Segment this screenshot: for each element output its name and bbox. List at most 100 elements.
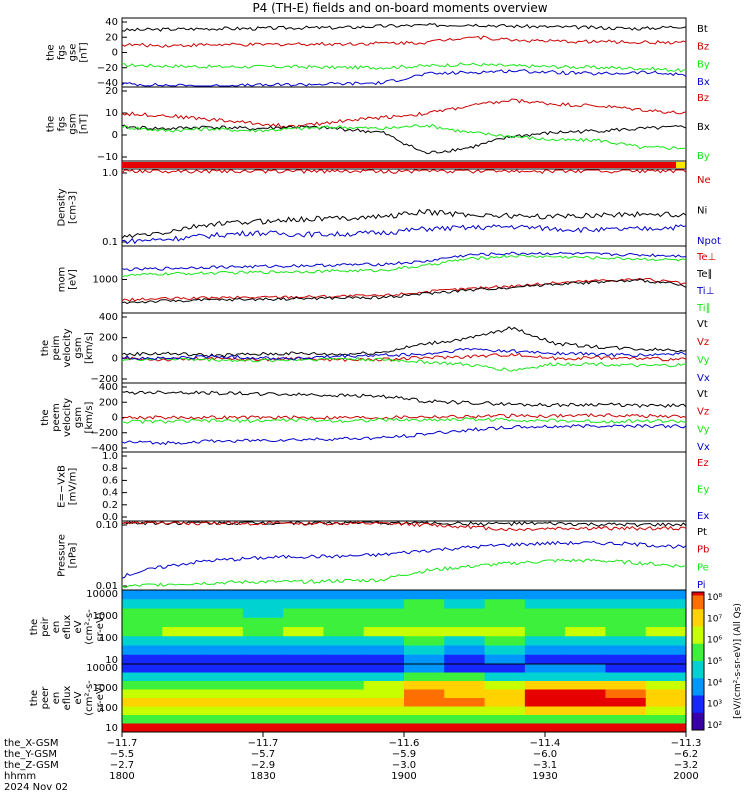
y-tick-label: 100 bbox=[99, 703, 118, 714]
colorbar-band bbox=[692, 616, 704, 621]
legend-label: Vt bbox=[697, 319, 708, 330]
heatmap-cell bbox=[645, 590, 687, 600]
series-line bbox=[121, 98, 687, 130]
y-axis-label-line: fgs bbox=[57, 45, 68, 60]
heatmap-cell bbox=[162, 698, 204, 707]
colorbar-band bbox=[692, 695, 704, 700]
colorbar-tick: 10⁵ bbox=[707, 657, 722, 667]
heatmap-cell bbox=[645, 698, 687, 707]
heatmap-cell bbox=[645, 689, 687, 699]
heatmap-cell bbox=[444, 698, 486, 707]
heatmap-cell bbox=[404, 706, 445, 716]
colorbar-band bbox=[692, 664, 704, 669]
heatmap-cell bbox=[484, 664, 526, 673]
heatmap-cell bbox=[565, 617, 606, 628]
colorbar-band bbox=[692, 626, 704, 631]
heatmap-cell bbox=[242, 590, 284, 600]
heatmap-cell bbox=[242, 599, 284, 609]
heatmap-cell bbox=[605, 672, 647, 682]
x-row-label: hhmm bbox=[4, 771, 36, 782]
heatmap-cell bbox=[484, 627, 526, 637]
heatmap-cell bbox=[444, 599, 486, 609]
heatmap-cell bbox=[283, 698, 324, 707]
heatmap-cell bbox=[444, 706, 486, 716]
heatmap-cell bbox=[283, 681, 324, 690]
colorbar-band bbox=[692, 667, 704, 672]
legend-label: Pb bbox=[697, 545, 709, 556]
y-tick-label: 10 bbox=[105, 655, 118, 666]
y-axis-label-line: en bbox=[51, 692, 62, 705]
heatmap-cell bbox=[645, 645, 687, 656]
legend-label: Vy bbox=[697, 424, 710, 435]
heatmap-cell bbox=[565, 664, 606, 673]
heatmap-cell bbox=[162, 681, 204, 690]
x-tick-label: −2.7 bbox=[110, 760, 134, 771]
heatmap-cell bbox=[202, 698, 244, 707]
y-axis-label-line: peir bbox=[40, 616, 51, 636]
heatmap-cell bbox=[645, 654, 687, 665]
panel-5: 1000 mom[eV] Te⊥ Te∥ Ti⊥ Ti∥ bbox=[57, 245, 716, 314]
colorbar-band bbox=[692, 726, 704, 731]
heatmap-cell bbox=[444, 636, 486, 646]
colorbar-band bbox=[692, 602, 704, 607]
legend-label: Ey bbox=[697, 485, 709, 496]
y-axis-label-line: mom bbox=[57, 267, 68, 293]
heatmap-cell bbox=[524, 608, 566, 619]
heatmap-cell bbox=[565, 672, 606, 682]
heatmap-cell bbox=[565, 681, 606, 690]
heatmap-cell bbox=[202, 590, 244, 600]
y-tick-label: 0 bbox=[112, 413, 118, 424]
heatmap-cell bbox=[484, 681, 526, 690]
heatmap-cell bbox=[202, 672, 244, 682]
panel-2: 20 10 0 −10 thefgsgsm[nT] Bz Bx By bbox=[46, 86, 710, 163]
y-axis-label-line: the bbox=[29, 619, 40, 635]
heatmap-cell bbox=[323, 715, 365, 724]
heatmap-cell bbox=[524, 698, 566, 707]
y-tick-label: 400 bbox=[99, 312, 118, 323]
y-axis-label-line: [nPa] bbox=[68, 542, 79, 568]
heatmap-cell bbox=[242, 672, 284, 682]
heatmap-cell bbox=[565, 636, 606, 646]
colorbar-band bbox=[692, 712, 704, 717]
heatmap-cell bbox=[524, 715, 566, 724]
x-date-label: 2024 Nov 02 bbox=[4, 782, 68, 793]
heatmap-cell bbox=[283, 645, 324, 656]
heatmap-cell bbox=[444, 672, 486, 682]
legend-label: Vz bbox=[697, 337, 709, 348]
legend-label: Pe bbox=[697, 562, 709, 573]
heatmap-cell bbox=[363, 689, 405, 699]
colorbar-band bbox=[692, 661, 704, 665]
panel-frame bbox=[121, 168, 687, 247]
heatmap-cell bbox=[565, 706, 606, 716]
heatmap-cell bbox=[605, 599, 647, 609]
heatmap-cell bbox=[202, 636, 244, 646]
y-axis-label-line: [km/s] bbox=[84, 332, 95, 364]
heatmap-cell bbox=[524, 636, 566, 646]
heatmap-cell bbox=[162, 645, 204, 656]
y-tick-label: 0.1 bbox=[102, 237, 118, 248]
x-tick-label: 2000 bbox=[673, 771, 698, 782]
y-tick-label: 0 bbox=[112, 130, 118, 141]
y-axis-label-line: [km/s] bbox=[84, 401, 95, 433]
x-tick-label: −5.7 bbox=[251, 749, 275, 760]
heatmap-cell bbox=[202, 689, 244, 699]
y-axis-label-line: (cm²-s- bbox=[84, 680, 95, 716]
x-tick-label: −11.3 bbox=[671, 738, 702, 749]
panel-7: 400 200 0 −200 −400 thepeemvelocitygsm[km/s] V… bbox=[40, 382, 710, 454]
heatmap-cell bbox=[484, 706, 526, 716]
colorbar-band bbox=[692, 636, 704, 641]
series-line bbox=[121, 348, 687, 361]
y-tick-label: −200 bbox=[91, 428, 118, 439]
x-tick-label: −11.7 bbox=[107, 738, 138, 749]
heatmap-cell bbox=[565, 627, 606, 637]
y-axis-label: E=−VxB[mV/m] bbox=[57, 465, 79, 508]
heatmap-cell bbox=[122, 654, 163, 665]
heatmap-cell bbox=[565, 599, 606, 609]
heatmap-cell bbox=[363, 698, 405, 707]
y-tick-label: 10 bbox=[105, 723, 118, 734]
y-axis-label-line: peer bbox=[40, 686, 51, 710]
y-tick-label: 0.01 bbox=[96, 581, 118, 592]
heatmap-cell bbox=[242, 698, 284, 707]
heatmap-cell bbox=[202, 608, 244, 619]
heatmap-cell bbox=[444, 689, 486, 699]
